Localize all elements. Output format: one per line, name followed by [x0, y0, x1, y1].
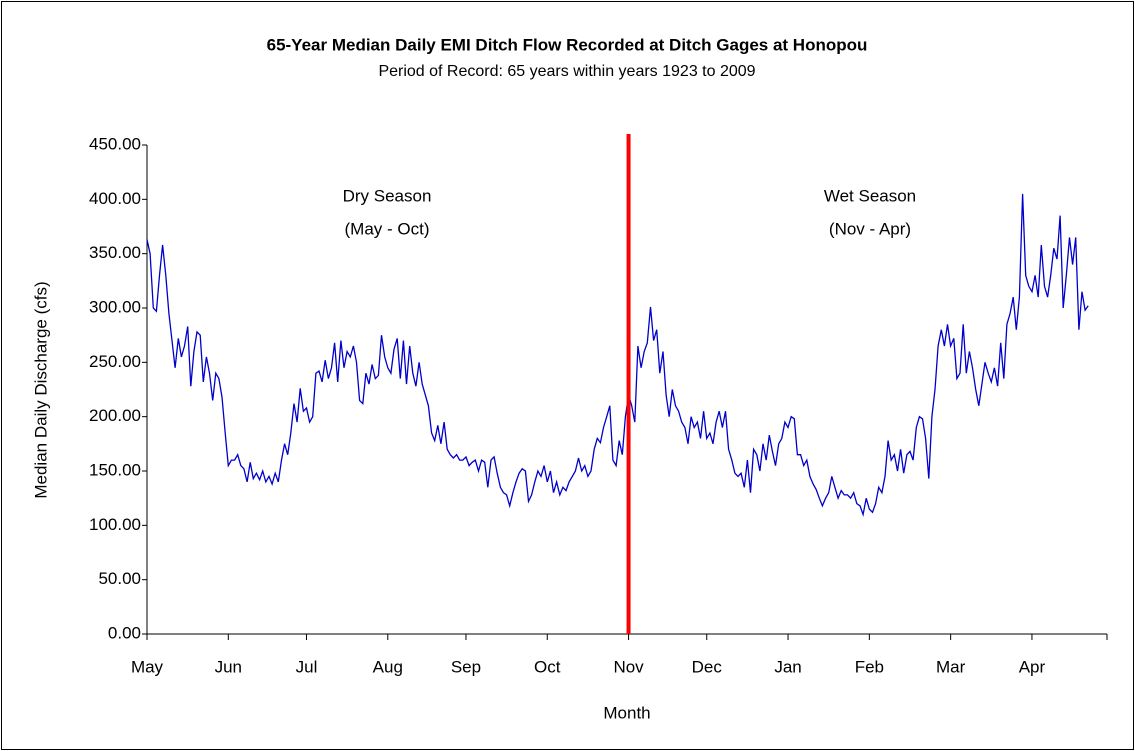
x-tick-label: Oct [534, 657, 561, 676]
y-tick-label: 150.00 [89, 460, 141, 479]
chart-subtitle: Period of Record: 65 years within years … [378, 63, 755, 80]
y-tick-label: 200.00 [89, 406, 141, 425]
y-tick-label: 400.00 [89, 189, 141, 208]
x-tick-label: Sep [451, 657, 481, 676]
annotation: (Nov - Apr) [829, 219, 911, 238]
x-tick-label: Jan [774, 657, 801, 676]
annotation: Dry Season [343, 186, 432, 205]
y-tick-label: 300.00 [89, 297, 141, 316]
y-tick-label: 0.00 [108, 623, 141, 642]
x-tick-label: Jun [215, 657, 242, 676]
x-tick-label: Nov [613, 657, 644, 676]
annotation: (May - Oct) [345, 219, 430, 238]
y-tick-label: 250.00 [89, 352, 141, 371]
x-tick-label: Aug [373, 657, 403, 676]
data-line [146, 193, 1089, 517]
y-tick-label: 350.00 [89, 243, 141, 262]
x-tick-label: Feb [855, 657, 884, 676]
y-tick-label: 100.00 [89, 515, 141, 534]
y-axis-label: Median Daily Discharge (cfs) [31, 281, 50, 498]
y-tick-label: 50.00 [98, 569, 141, 588]
x-axis-label: Month [603, 703, 650, 722]
x-tick-label: Dec [692, 657, 723, 676]
chart-title: 65-Year Median Daily EMI Ditch Flow Reco… [267, 35, 868, 54]
x-tick-label: May [131, 657, 164, 676]
annotation: Wet Season [824, 186, 916, 205]
x-tick-label: Apr [1019, 657, 1046, 676]
x-tick-label: Jul [296, 657, 318, 676]
y-tick-label: 450.00 [89, 134, 141, 153]
x-tick-label: Mar [936, 657, 966, 676]
